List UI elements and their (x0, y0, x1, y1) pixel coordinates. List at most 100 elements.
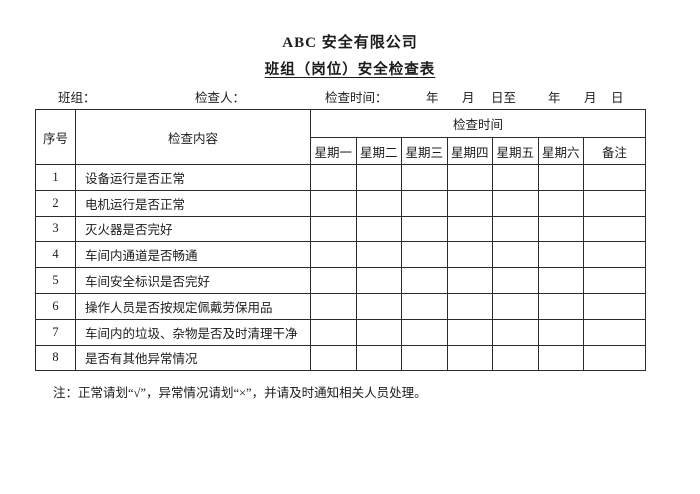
date-day-end-label: 日 (611, 91, 624, 105)
check-cell (492, 292, 539, 320)
check-cell (355, 215, 402, 243)
check-cell (537, 344, 584, 372)
check-cell (537, 267, 584, 294)
col-header-time-group: 检查时间 (309, 109, 647, 138)
remark-cell (582, 292, 647, 320)
check-cell (537, 318, 584, 346)
table-row: 4 车间内通道是否畅通 (35, 241, 647, 269)
check-cell (537, 292, 584, 320)
team-label: 班组： (58, 91, 96, 105)
check-cell (446, 292, 493, 320)
content-cell: 车间安全标识是否完好 (75, 267, 311, 294)
page-title: ABC 安全有限公司 (282, 35, 418, 51)
remark-cell (582, 189, 647, 217)
check-cell (355, 292, 402, 320)
table-header-row-1: 序号 检查内容 检查时间 (35, 109, 647, 165)
seq-cell: 2 (35, 189, 76, 217)
col-header-friday: 星期五 (492, 137, 539, 165)
content-cell: 是否有其他异常情况 (75, 344, 311, 372)
check-cell (401, 189, 448, 217)
table-header-row-2: 星期一 星期二 星期三 星期四 星期五 星期六 备注 (36, 137, 647, 165)
info-line: 班组： 检查人： 检查时间： 年 月 日至 年 月 日 (0, 87, 700, 105)
check-cell (492, 241, 539, 269)
table-row: 7 车间内的垃圾、杂物是否及时清理干净 (35, 318, 647, 346)
content-cell: 车间内的垃圾、杂物是否及时清理干净 (75, 318, 311, 346)
page-subtitle-text: 班组（岗位）安全检查表 (264, 62, 436, 78)
check-cell (355, 189, 402, 217)
check-cell (355, 318, 402, 346)
check-cell (401, 267, 448, 294)
table-row: 8 是否有其他异常情况 (35, 344, 647, 372)
check-cell (446, 164, 493, 191)
table-row: 1 设备运行是否正常 (35, 164, 647, 191)
check-cell (310, 292, 357, 320)
check-cell (537, 215, 584, 243)
col-header-remark: 备注 (582, 137, 647, 165)
seq-cell: 3 (35, 215, 76, 243)
inspection-time-label: 检查时间： (325, 91, 388, 105)
check-cell (492, 267, 539, 294)
check-cell (401, 292, 448, 320)
check-cell (310, 215, 357, 243)
remark-cell (582, 215, 647, 243)
seq-cell: 7 (35, 318, 76, 346)
col-header-thursday: 星期四 (446, 137, 493, 165)
check-cell (446, 241, 493, 269)
table-row: 3 灭火器是否完好 (35, 215, 647, 243)
remark-cell (582, 344, 647, 372)
content-cell: 灭火器是否完好 (75, 215, 311, 243)
check-cell (492, 164, 539, 191)
safety-check-table: 序号 检查内容 检查时间 星期一 星期二 星期三 星期四 星期五 星期六 备注 … (35, 109, 647, 372)
footnote: 注：正常请划“√”，异常情况请划“×”，并请及时通知相关人员处理。 (53, 386, 427, 400)
date-month-start-label: 月 (462, 91, 475, 105)
inspector-label: 检查人： (195, 91, 246, 105)
col-header-saturday: 星期六 (537, 137, 584, 165)
content-cell: 电机运行是否正常 (75, 189, 311, 217)
check-cell (355, 267, 402, 294)
remark-cell (582, 164, 647, 191)
check-cell (355, 344, 402, 372)
table-row: 2 电机运行是否正常 (35, 189, 647, 217)
remark-cell (582, 267, 647, 294)
remark-cell (582, 241, 647, 269)
seq-cell: 5 (35, 267, 76, 294)
seq-cell: 4 (35, 241, 76, 269)
check-cell (401, 241, 448, 269)
col-header-tuesday: 星期二 (355, 137, 402, 165)
col-header-content: 检查内容 (75, 109, 311, 165)
check-cell (355, 164, 402, 191)
check-cell (492, 189, 539, 217)
check-cell (446, 344, 493, 372)
check-cell (401, 318, 448, 346)
page-subtitle: 班组（岗位）安全检查表 (0, 58, 700, 79)
table-row: 5 车间安全标识是否完好 (35, 267, 647, 294)
check-cell (310, 164, 357, 191)
content-cell: 设备运行是否正常 (75, 164, 311, 191)
check-cell (401, 344, 448, 372)
check-cell (310, 241, 357, 269)
seq-cell: 8 (35, 344, 76, 372)
content-cell: 操作人员是否按规定佩戴劳保用品 (75, 292, 311, 320)
seq-cell: 1 (35, 164, 76, 191)
check-cell (537, 164, 584, 191)
check-cell (310, 267, 357, 294)
check-cell (492, 215, 539, 243)
date-year-start-label: 年 (426, 91, 439, 105)
check-cell (446, 267, 493, 294)
col-header-monday: 星期一 (310, 137, 357, 165)
table-row: 6 操作人员是否按规定佩戴劳保用品 (35, 292, 647, 320)
check-cell (355, 241, 402, 269)
check-cell (401, 164, 448, 191)
check-cell (401, 215, 448, 243)
check-cell (310, 189, 357, 217)
seq-cell: 6 (35, 292, 76, 320)
check-cell (537, 189, 584, 217)
check-cell (537, 241, 584, 269)
check-cell (310, 344, 357, 372)
date-year-end-label: 年 (548, 91, 561, 105)
check-cell (310, 318, 357, 346)
col-header-wednesday: 星期三 (401, 137, 448, 165)
date-day-to-label: 日至 (491, 91, 517, 105)
check-cell (446, 189, 493, 217)
remark-cell (582, 318, 647, 346)
